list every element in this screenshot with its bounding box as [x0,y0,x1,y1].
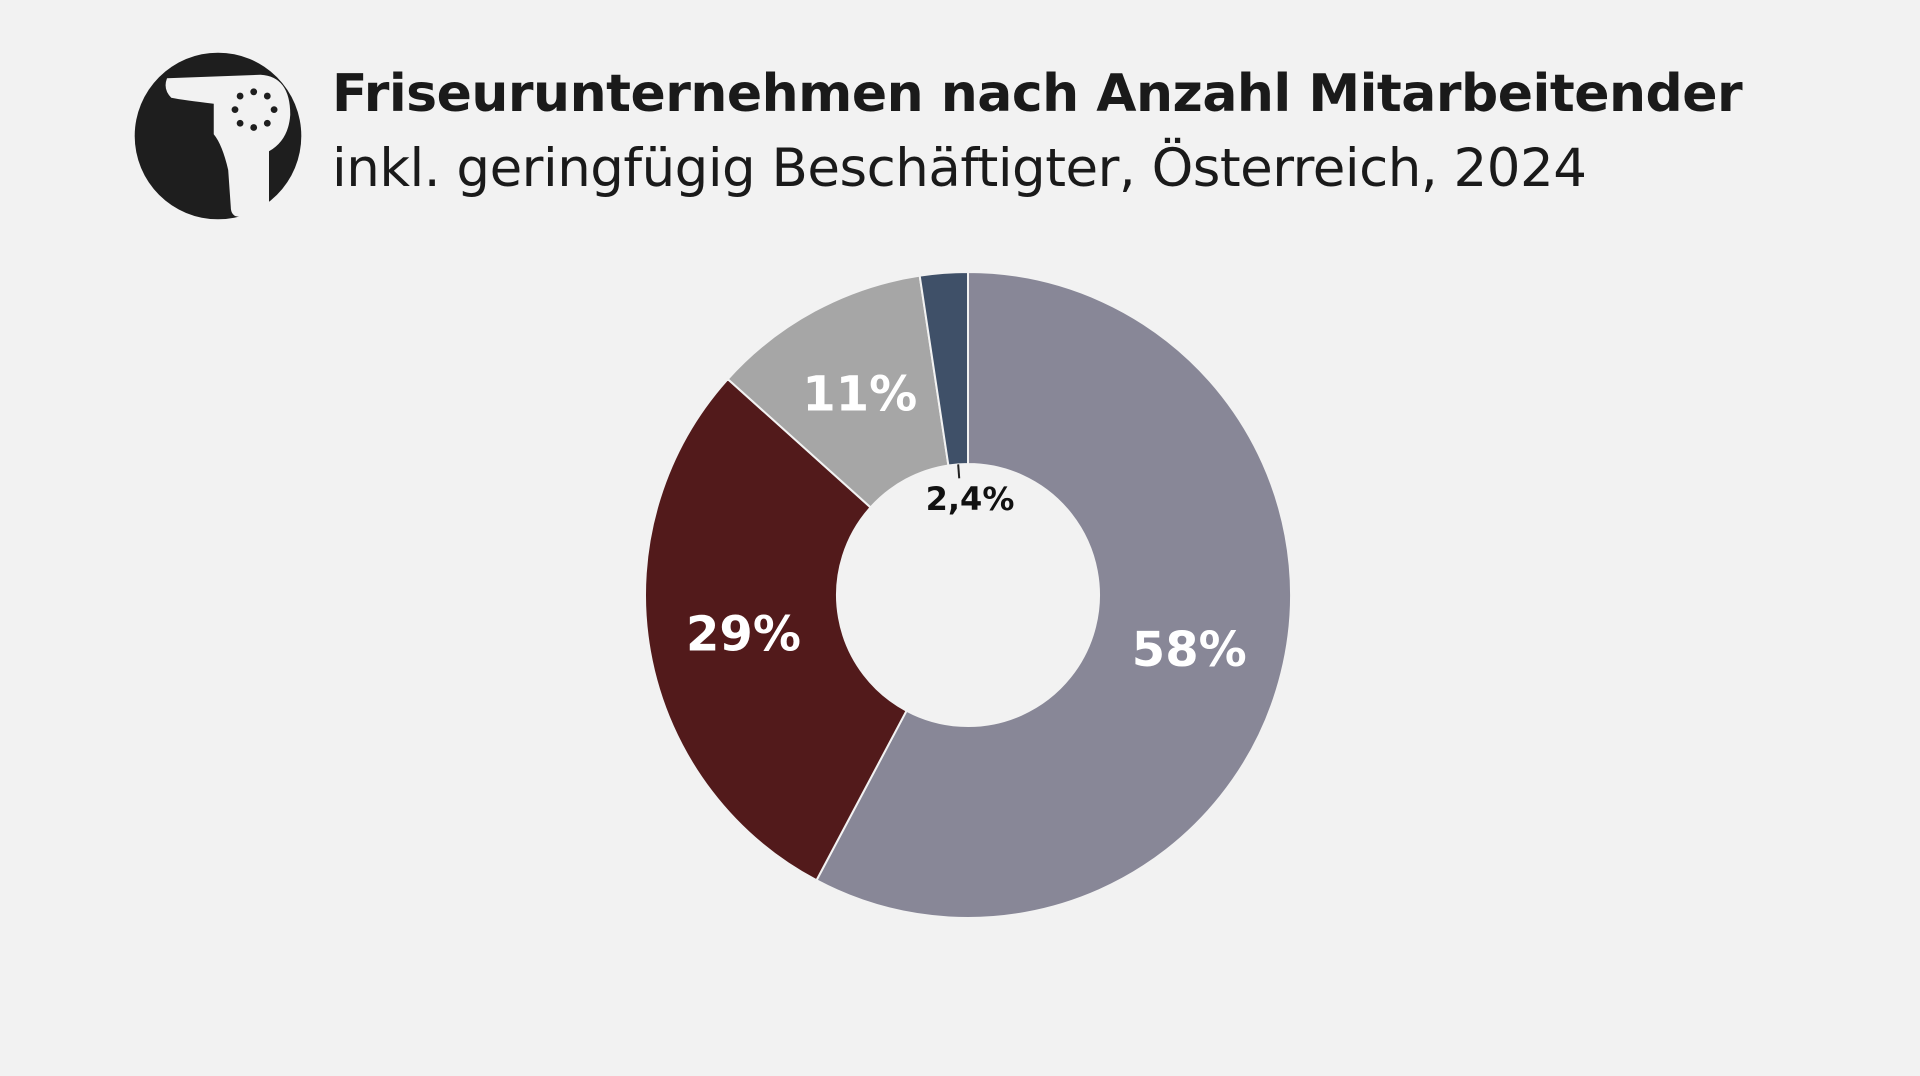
hair-dryer-icon [134,52,302,220]
data-label-2: 11% [802,366,917,422]
data-label-0: 58% [1132,622,1247,678]
chart-title: Friseurunternehmen nach Anzahl Mitarbeit… [332,64,1743,124]
donut-slice-0 [815,270,1292,919]
data-label-1: 29% [686,607,801,663]
donut-slice-3 [918,270,969,467]
leader-line-3 [957,464,961,479]
donut-slice-1 [644,377,908,882]
data-label-3: 2,4% [926,480,1015,518]
donut-slice-2 [726,274,950,509]
chart-subtitle: inkl. geringfügig Beschäftigter, Österre… [332,138,1587,199]
